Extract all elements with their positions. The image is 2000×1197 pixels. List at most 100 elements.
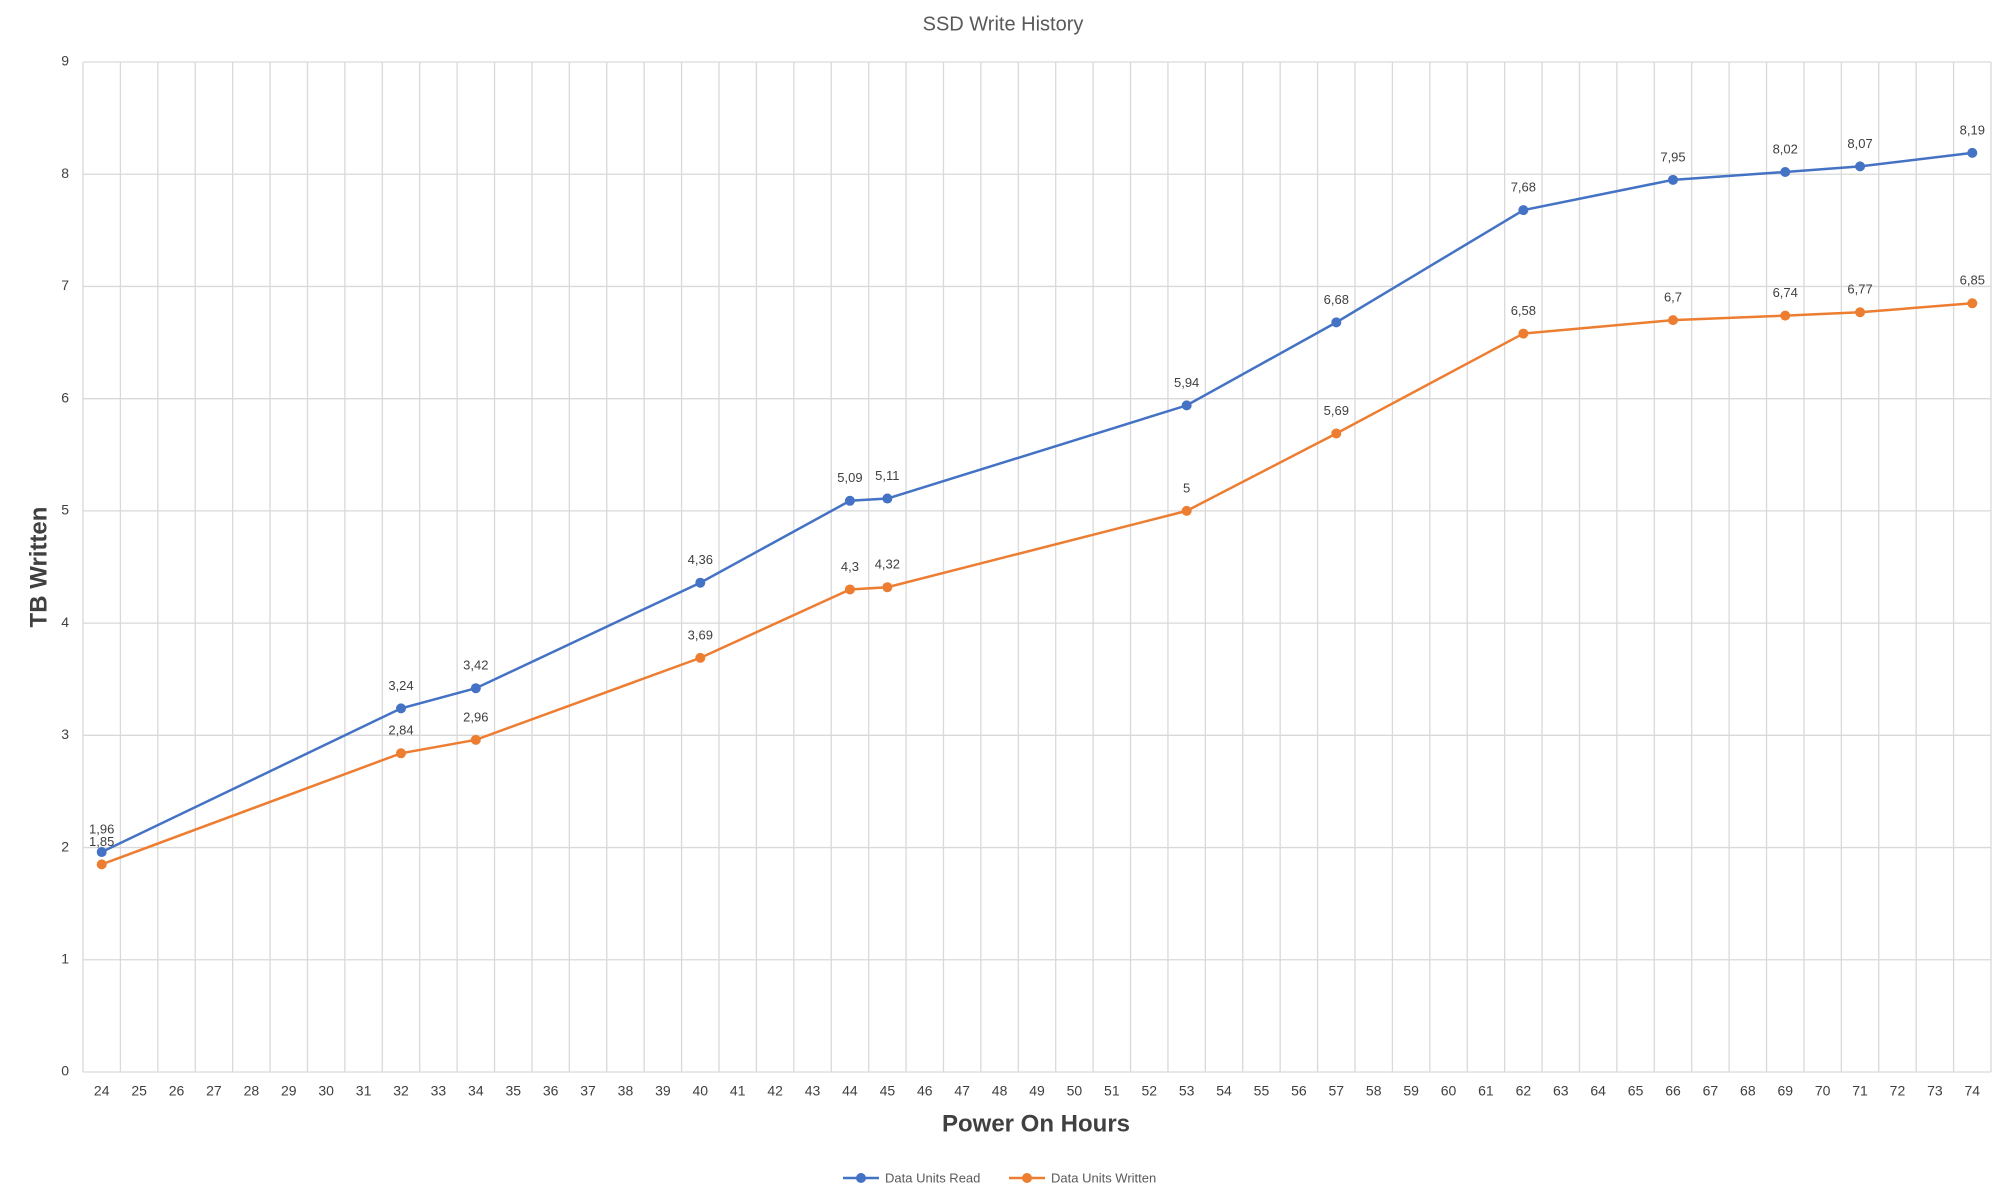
data-label: 7,68 [1511, 180, 1536, 195]
x-tick-label: 59 [1403, 1083, 1419, 1099]
data-label: 5,11 [875, 468, 899, 483]
data-label: 6,7 [1664, 290, 1682, 305]
data-point [882, 493, 893, 504]
x-tick-label: 38 [618, 1083, 634, 1099]
x-tick-label: 71 [1852, 1083, 1868, 1099]
y-tick-label: 7 [61, 277, 69, 293]
x-tick-label: 65 [1628, 1083, 1644, 1099]
y-tick-label: 8 [61, 165, 69, 181]
data-label: 7,95 [1660, 149, 1685, 164]
x-tick-label: 63 [1553, 1083, 1569, 1099]
x-tick-label: 68 [1740, 1083, 1756, 1099]
legend-marker [856, 1173, 866, 1183]
x-tick-label: 24 [94, 1083, 110, 1099]
data-label: 6,58 [1511, 303, 1536, 318]
y-tick-label: 4 [61, 614, 69, 630]
x-tick-label: 48 [992, 1083, 1008, 1099]
data-label: 6,74 [1773, 285, 1798, 300]
x-tick-label: 62 [1516, 1083, 1532, 1099]
x-tick-label: 27 [206, 1083, 222, 1099]
legend-label: Data Units Read [885, 1170, 980, 1185]
x-tick-label: 61 [1478, 1083, 1494, 1099]
x-tick-label: 34 [468, 1083, 484, 1099]
x-tick-label: 44 [842, 1083, 858, 1099]
data-label: 5,69 [1324, 403, 1349, 418]
data-point [96, 847, 107, 858]
y-tick-label: 1 [61, 950, 69, 966]
x-tick-label: 74 [1965, 1083, 1981, 1099]
data-point [1181, 400, 1192, 411]
data-point [1855, 161, 1866, 172]
data-label: 4,3 [841, 559, 859, 574]
data-label: 4,36 [688, 552, 713, 567]
x-axis-title: Power On Hours [942, 1110, 1130, 1137]
data-point [396, 703, 406, 714]
x-tick-label: 30 [318, 1083, 334, 1099]
data-label: 2,84 [388, 723, 413, 738]
x-tick-label: 33 [431, 1083, 447, 1099]
x-tick-label: 58 [1366, 1083, 1382, 1099]
data-label: 5,94 [1174, 375, 1199, 390]
data-point [470, 683, 481, 694]
x-tick-label: 56 [1291, 1083, 1307, 1099]
x-tick-label: 39 [655, 1083, 671, 1099]
x-tick-label: 42 [767, 1083, 783, 1099]
chart-title: SSD Write History [923, 13, 1084, 35]
data-point [882, 582, 893, 593]
legend-label: Data Units Written [1051, 1170, 1156, 1185]
data-point [844, 495, 855, 506]
data-point [1331, 317, 1342, 328]
x-tick-label: 37 [580, 1083, 596, 1099]
data-point [844, 584, 855, 595]
x-tick-label: 29 [281, 1083, 297, 1099]
data-label: 2,96 [463, 709, 488, 724]
legend-marker [1022, 1173, 1032, 1183]
data-point [1331, 428, 1342, 439]
y-tick-label: 5 [61, 502, 69, 518]
x-tick-label: 41 [730, 1083, 746, 1099]
y-tick-label: 2 [61, 838, 69, 854]
y-tick-label: 9 [61, 53, 69, 69]
data-label: 8,19 [1960, 122, 1985, 137]
x-tick-label: 45 [880, 1083, 896, 1099]
x-tick-label: 50 [1067, 1083, 1083, 1099]
data-point [1668, 315, 1678, 326]
x-tick-label: 32 [393, 1083, 409, 1099]
x-tick-label: 60 [1441, 1083, 1457, 1099]
x-tick-label: 26 [169, 1083, 185, 1099]
x-tick-label: 49 [1029, 1083, 1045, 1099]
data-point [695, 577, 706, 588]
data-label: 6,77 [1847, 282, 1872, 297]
x-tick-label: 66 [1665, 1083, 1681, 1099]
x-tick-label: 46 [917, 1083, 933, 1099]
x-tick-label: 47 [954, 1083, 970, 1099]
data-label: 5,09 [837, 470, 862, 485]
data-point [1780, 310, 1791, 321]
x-tick-label: 51 [1104, 1083, 1120, 1099]
x-tick-label: 31 [356, 1083, 372, 1099]
x-tick-label: 67 [1703, 1083, 1719, 1099]
data-point [396, 748, 406, 759]
data-point [1668, 174, 1678, 185]
x-tick-label: 35 [505, 1083, 521, 1099]
data-label: 8,07 [1847, 136, 1872, 151]
data-point [1780, 166, 1791, 177]
x-tick-label: 55 [1254, 1083, 1270, 1099]
data-point [1181, 505, 1192, 516]
data-label: 8,02 [1773, 141, 1798, 156]
data-label: 6,68 [1324, 292, 1349, 307]
x-tick-label: 25 [131, 1083, 147, 1099]
data-label: 1,85 [89, 834, 114, 849]
data-point [1518, 205, 1529, 216]
data-point [1855, 307, 1866, 318]
x-tick-label: 54 [1216, 1083, 1232, 1099]
data-point [1967, 147, 1978, 158]
data-label: 4,32 [875, 557, 900, 572]
data-label: 1,96 [89, 821, 114, 836]
y-tick-label: 6 [61, 389, 69, 405]
x-tick-label: 43 [805, 1083, 821, 1099]
data-point [1518, 328, 1529, 339]
data-label: 6,85 [1960, 273, 1985, 288]
y-axis-title: TB Written [25, 507, 52, 628]
